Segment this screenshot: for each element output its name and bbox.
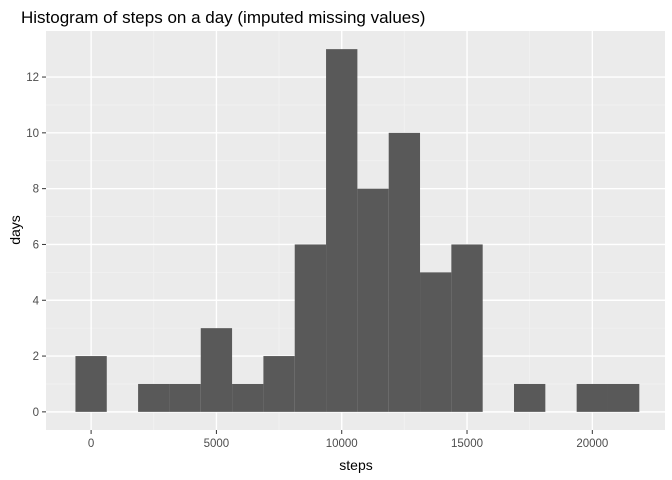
histogram-bar (263, 356, 295, 412)
chart-title: Histogram of steps on a day (imputed mis… (21, 8, 425, 27)
y-tick-label: 4 (33, 295, 40, 307)
x-axis: 0 5000 10000 15000 20000 (88, 430, 608, 450)
histogram-bar (514, 383, 546, 412)
histogram-bar (607, 383, 640, 412)
histogram-bar (326, 49, 358, 412)
x-axis-title: steps (339, 457, 372, 473)
x-tick-label: 10000 (326, 438, 358, 450)
histogram-bar (388, 132, 421, 412)
x-tick-label: 15000 (451, 438, 483, 450)
histogram-bar (576, 383, 608, 412)
histogram-bar (420, 272, 452, 412)
y-tick-label: 8 (33, 184, 39, 196)
y-tick-label: 10 (26, 128, 39, 140)
y-tick-label: 12 (26, 72, 39, 84)
histogram-bar (294, 244, 327, 412)
x-tick-label: 5000 (204, 438, 230, 450)
histogram-bar (357, 188, 389, 412)
histogram-bar (75, 356, 107, 412)
y-axis: 0 2 4 6 8 10 12 (26, 72, 46, 419)
y-axis-title: days (7, 215, 23, 245)
y-tick-label: 2 (33, 351, 39, 363)
histogram-bar (169, 383, 201, 412)
y-tick-label: 0 (33, 407, 39, 419)
x-tick-label: 20000 (576, 438, 608, 450)
x-tick-label: 0 (88, 438, 94, 450)
histogram-bar (232, 383, 264, 412)
histogram-bar (451, 244, 483, 412)
histogram-bars (75, 49, 640, 412)
histogram-bar (138, 383, 170, 412)
y-tick-label: 6 (33, 239, 39, 251)
histogram-bar (200, 328, 233, 412)
